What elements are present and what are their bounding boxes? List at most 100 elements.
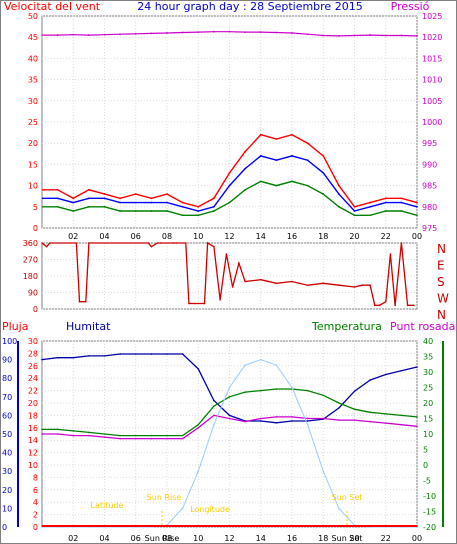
point-pressure [244,31,247,34]
point-rain [291,525,293,527]
point-gust [212,197,215,200]
point-dewpoint [384,422,387,424]
x-tick-label: 14 [256,534,266,543]
point-wind_avg [275,184,278,187]
point-wind_gust_avg [275,159,278,162]
point-direction [406,304,409,307]
point-wind_gust_avg [228,184,231,187]
pressure-axis-title: Pressió [391,0,430,13]
point-direction [49,242,51,244]
point-gust [87,188,90,191]
point-wind_gust_avg [306,159,309,162]
point-humidity [353,390,356,393]
point-wind_avg [56,205,59,208]
point-direction [322,282,325,285]
point-humidity [134,353,137,355]
x-tick-label: 18 [318,232,328,241]
point-pressure [119,33,122,36]
point-direction [291,280,293,283]
wind-tick-label: 40 [28,54,38,63]
point-direction [374,304,376,307]
wind-axis-title: Velocitat del vent [4,0,101,13]
point-dewpoint [41,433,43,435]
point-direction [78,300,81,303]
sun-rise-tick: Sun Rise [145,534,180,543]
legend-dewpoint: Punt rosada [390,320,455,333]
point-direction [413,304,415,307]
point-gust [56,188,59,191]
legend-temperature: Temperatura [311,320,382,333]
point-direction [394,304,396,307]
point-wind_gust_avg [337,193,340,195]
rain-tick-label: 12 [28,449,38,458]
point-temperature [338,402,340,404]
point-humidity [228,414,231,417]
point-gust [119,197,122,200]
point-direction [275,282,278,285]
point-rain [72,525,75,527]
point-wind_gust_avg [197,210,200,212]
point-dewpoint [166,437,168,440]
temp-tick-label: 15 [423,415,433,424]
wind-tick-label: 25 [28,118,38,127]
point-direction [88,242,90,244]
point-direction [384,300,387,303]
wind-tick-label: 15 [28,160,38,169]
direction-tick-label: 90 [28,289,38,298]
point-direction [225,253,228,255]
point-pressure [150,32,153,35]
point-wind_gust_avg [212,205,215,208]
point-pressure [322,34,325,37]
point-pressure [416,35,418,37]
rain-tick-label: 26 [28,362,38,371]
x-tick-label: 16 [287,534,297,543]
point-humidity [41,358,43,361]
x-tick-label: 14 [256,232,266,241]
temp-tick-label: 0 [423,461,428,470]
point-pressure [337,35,340,37]
point-pressure [400,34,403,37]
point-solar [275,364,278,366]
point-humidity [72,356,75,359]
point-rain [416,525,418,527]
wind-tick-label: 10 [28,182,38,191]
point-rain [213,525,215,527]
point-dewpoint [306,417,309,420]
rain-tick-label: 16 [28,424,38,433]
point-humidity [150,353,153,355]
point-gust [416,201,418,204]
point-direction [400,242,403,244]
point-direction [369,284,371,286]
point-pressure [259,31,262,34]
wind-tick-label: 30 [28,97,38,106]
point-humidity [369,379,371,381]
point-rain [41,525,43,527]
compass-letter: N [437,308,446,322]
point-solar [213,423,215,426]
point-pressure [166,32,168,34]
point-humidity [259,420,262,422]
sun-set-tick: Sun Set [332,534,363,543]
point-dewpoint [416,425,418,428]
point-wind_avg [384,210,387,212]
point-rain [56,525,59,527]
point-dewpoint [119,437,121,440]
point-direction [188,302,190,305]
humidity-tick-label: 40 [2,449,12,458]
point-temperature [56,428,59,431]
point-wind_gust_avg [384,201,387,204]
point-gust [244,150,247,153]
point-dewpoint [72,434,75,437]
point-dewpoint [291,416,293,418]
point-temperature [88,431,90,434]
point-dewpoint [134,437,137,440]
point-rain [119,525,121,527]
point-gust [384,197,387,200]
point-dewpoint [259,417,262,420]
point-gust [103,193,106,195]
point-temperature [353,408,356,411]
point-rain [322,525,325,527]
rain-tick-label: 14 [28,436,38,445]
